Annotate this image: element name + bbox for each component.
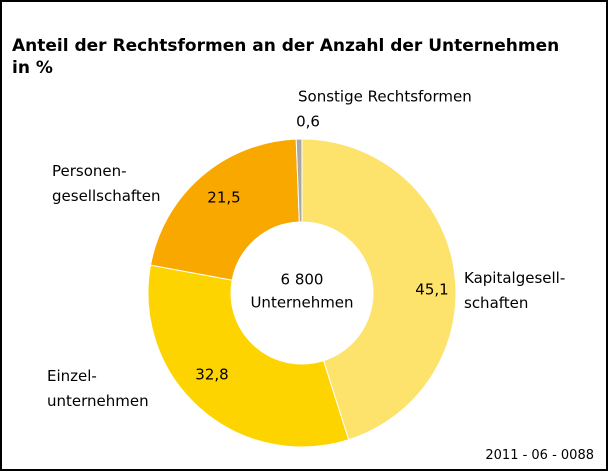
- donut-slice: [147, 264, 350, 448]
- category-label: Sonstige Rechtsformen: [298, 88, 472, 106]
- chart-title: Anteil der Rechtsformen an der Anzahl de…: [12, 36, 560, 78]
- donut-slice: [149, 138, 300, 281]
- donut-slice: [301, 138, 457, 441]
- value-label: 32,8: [195, 366, 228, 384]
- category-label: Einzel-unternehmen: [47, 367, 149, 410]
- center-value: 6 800: [281, 271, 324, 289]
- category-label: Kapitalgesell-schaften: [464, 269, 565, 312]
- value-label: 0,6: [296, 113, 320, 131]
- center-label: Unternehmen: [250, 294, 353, 312]
- value-label: 45,1: [415, 281, 448, 299]
- value-label: 21,5: [207, 189, 240, 207]
- category-label: Personen-gesellschaften: [52, 162, 161, 205]
- source: 2011 - 06 - 0088: [485, 448, 594, 463]
- donut-slice: [295, 138, 303, 223]
